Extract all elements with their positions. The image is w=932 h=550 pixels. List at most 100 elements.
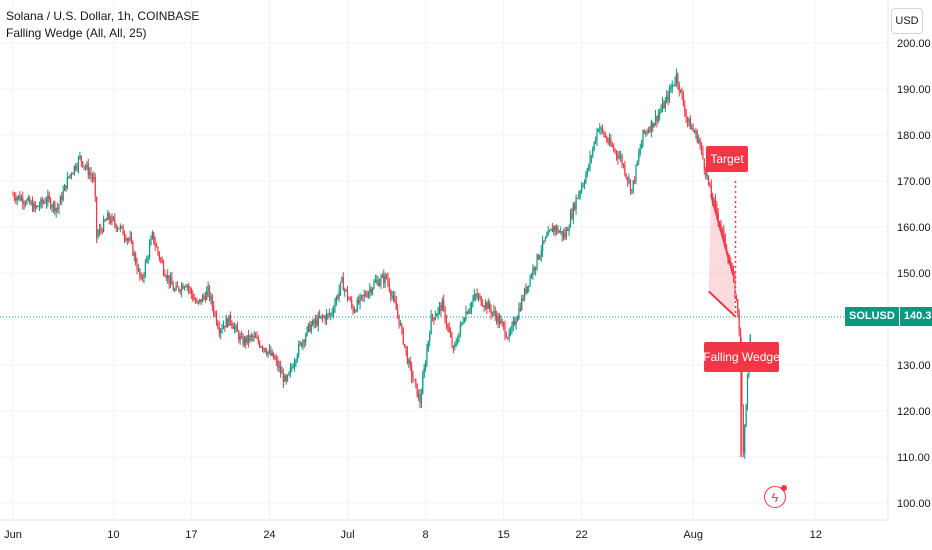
currency-button[interactable]: USD (891, 8, 923, 34)
candle-body (157, 247, 159, 253)
candle-body (190, 289, 192, 295)
candle-body (70, 174, 73, 176)
candle-body (239, 336, 241, 340)
candle-body (73, 165, 75, 174)
candle-body (713, 199, 715, 202)
x-tick-label: 10 (107, 529, 119, 541)
candle-body (497, 315, 499, 323)
candle-body (259, 342, 261, 347)
candle-body (307, 323, 310, 328)
candle-body (246, 335, 248, 343)
candle-body (249, 335, 251, 342)
candle-body (434, 316, 436, 320)
candle-body (631, 189, 633, 191)
candle-body (369, 288, 371, 293)
candle-body (79, 155, 81, 158)
candle-body (547, 231, 549, 236)
candle-body (553, 226, 555, 233)
candle-body (522, 298, 524, 300)
x-tick-label: 17 (185, 529, 197, 541)
candle-body (411, 365, 413, 377)
candle-body (383, 275, 385, 283)
candle-body (136, 263, 138, 271)
candle-body (252, 335, 254, 337)
candle-body (228, 315, 230, 327)
candle-body (698, 139, 700, 143)
candle-body (374, 280, 376, 283)
candle-body (409, 360, 411, 366)
candle-body (33, 203, 35, 211)
candle-body (231, 321, 233, 326)
candle-body (360, 295, 363, 297)
candle-body (178, 287, 180, 291)
candle-body (139, 268, 141, 277)
candle-body (525, 288, 527, 293)
candle-body (72, 173, 74, 175)
candle-body (345, 289, 347, 291)
symbol-title[interactable]: Solana / U.S. Dollar, 1h, COINBASE (6, 9, 200, 23)
candle-body (656, 116, 658, 122)
candle-body (367, 292, 370, 297)
candle-body (271, 352, 273, 356)
candle-body (565, 229, 567, 238)
candle-body (550, 228, 552, 231)
candle-body (674, 81, 676, 85)
candle-body (129, 236, 131, 240)
candle-body (487, 302, 489, 309)
candle-body (332, 310, 335, 313)
candle-body (143, 274, 145, 279)
candle-body (135, 254, 137, 264)
candle-body (476, 294, 478, 298)
candle-body (608, 139, 611, 143)
x-tick-label: 8 (422, 529, 428, 541)
candle-body (560, 231, 562, 233)
y-tick-label: 130.00 (897, 360, 931, 372)
candle-body (429, 334, 431, 342)
candle-body (451, 336, 453, 347)
candle-body (105, 219, 107, 221)
candle-body (358, 299, 360, 304)
candle-body (75, 165, 77, 169)
flash-alert-icon[interactable]: ϟ (764, 485, 787, 508)
candle-body (102, 219, 105, 232)
candle-body (395, 302, 397, 310)
candle-body (112, 217, 114, 220)
candle-body (171, 277, 173, 285)
candle-body (250, 335, 252, 337)
candle-body (176, 285, 179, 288)
candle-body (536, 254, 538, 267)
indicator-title[interactable]: Falling Wedge (All, All, 25) (6, 26, 147, 40)
candle-body (401, 324, 403, 329)
candle-body (125, 237, 127, 241)
candle-body (83, 166, 85, 168)
price-axis[interactable]: 100.00110.00120.00130.00140.00150.00160.… (887, 0, 931, 520)
candle-body (206, 291, 208, 300)
candle-body (132, 241, 134, 256)
candle-body (705, 169, 707, 176)
candle-body (119, 226, 121, 229)
candle-body (402, 328, 404, 345)
candle-body (236, 325, 238, 332)
candle-body (220, 329, 222, 334)
candle-body (408, 360, 410, 364)
candle-body (646, 131, 648, 133)
candle-body (108, 213, 110, 221)
candle-body (567, 229, 569, 231)
candle-body (107, 213, 109, 220)
candle-body (48, 195, 50, 200)
candle-body (576, 197, 579, 199)
candle-body (423, 368, 425, 377)
candle-body (227, 318, 229, 327)
wedge-lower-line (708, 290, 737, 318)
candle-body (484, 302, 487, 307)
candle-body (710, 185, 712, 196)
candle-body (172, 284, 174, 291)
candle-body (295, 360, 297, 363)
time-axis[interactable]: Jun 10 17 24 Jul 8 15 22 Aug 12 (0, 519, 888, 541)
candle-body (186, 285, 188, 287)
candle-body (299, 342, 301, 345)
candle-body (716, 204, 718, 214)
candle-body (596, 131, 598, 141)
candle-body (204, 296, 206, 300)
